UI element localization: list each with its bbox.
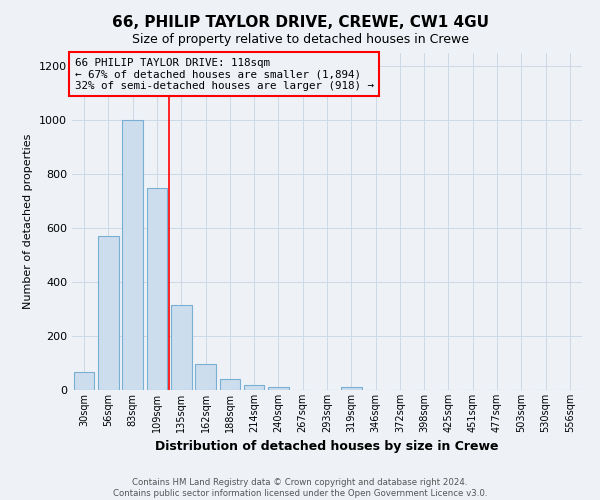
Bar [195, 364, 216, 390]
Text: Contains HM Land Registry data © Crown copyright and database right 2024.
Contai: Contains HM Land Registry data © Crown c… [113, 478, 487, 498]
Bar [268, 388, 289, 390]
Bar [98, 236, 119, 390]
Bar [220, 379, 240, 390]
Text: 66, PHILIP TAYLOR DRIVE, CREWE, CW1 4GU: 66, PHILIP TAYLOR DRIVE, CREWE, CW1 4GU [112, 15, 488, 30]
Bar [122, 120, 143, 390]
X-axis label: Distribution of detached houses by size in Crewe: Distribution of detached houses by size … [155, 440, 499, 454]
Bar [341, 388, 362, 390]
Text: Size of property relative to detached houses in Crewe: Size of property relative to detached ho… [131, 32, 469, 46]
Bar [74, 372, 94, 390]
Bar [146, 188, 167, 390]
Text: 66 PHILIP TAYLOR DRIVE: 118sqm
← 67% of detached houses are smaller (1,894)
32% : 66 PHILIP TAYLOR DRIVE: 118sqm ← 67% of … [74, 58, 374, 91]
Bar [171, 305, 191, 390]
Bar [244, 384, 265, 390]
Y-axis label: Number of detached properties: Number of detached properties [23, 134, 34, 309]
